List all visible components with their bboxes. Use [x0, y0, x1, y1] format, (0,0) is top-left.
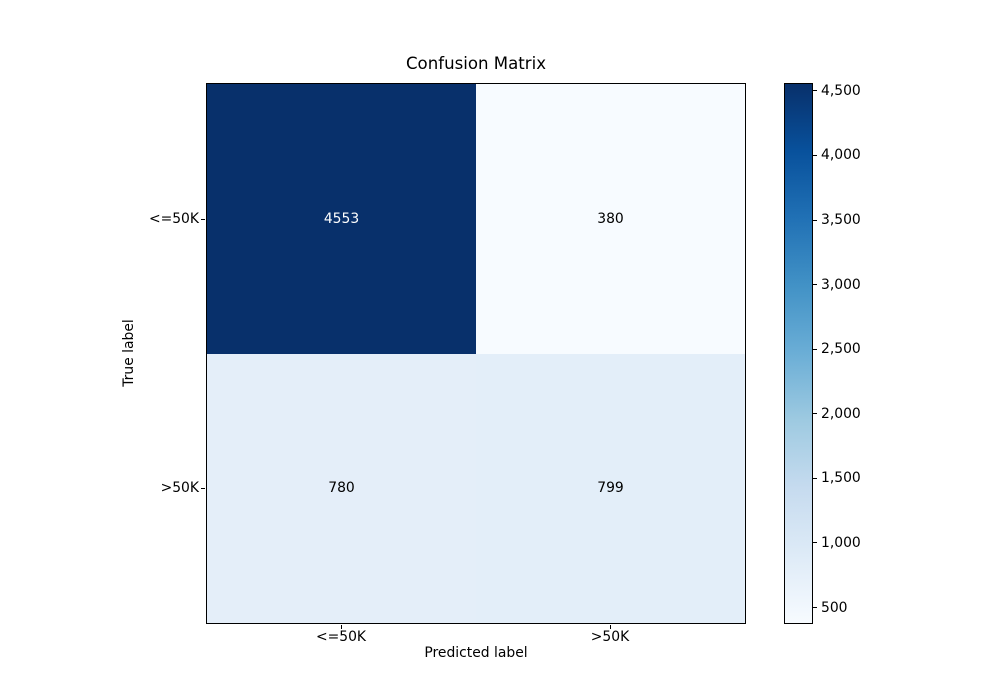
x-tick-mark	[610, 625, 611, 629]
colorbar-tick-mark	[813, 477, 817, 479]
colorbar-tick-mark	[813, 219, 817, 221]
colorbar-tick: 2,500	[813, 341, 861, 357]
colorbar-tick-label: 3,000	[821, 276, 861, 293]
colorbar-tick-label: 1,500	[821, 470, 861, 487]
cell-value: 780	[328, 480, 355, 497]
cell-value: 380	[597, 210, 624, 227]
colorbar-tick: 500	[813, 600, 848, 616]
colorbar-tick-mark	[813, 348, 817, 350]
heatmap-cell-true1-pred0: 780	[207, 353, 476, 623]
colorbar-tick-mark	[813, 413, 817, 415]
colorbar-tick-label: 4,000	[821, 147, 861, 164]
heatmap-cell-true0-pred0: 4553	[207, 84, 476, 354]
colorbar-gradient	[785, 84, 812, 623]
colorbar-tick-label: 500	[821, 599, 848, 616]
colorbar-tick: 3,500	[813, 212, 861, 228]
x-axis-label: Predicted label	[424, 645, 528, 661]
y-tick-mark	[201, 219, 205, 220]
colorbar-tick: 4,500	[813, 83, 861, 99]
x-tick-label: <=50K	[315, 629, 367, 645]
colorbar-tick: 2,000	[813, 406, 861, 422]
y-tick-label: <=50K	[148, 211, 199, 227]
colorbar-tick-label: 4,500	[821, 82, 861, 99]
heatmap-plot: 4553 380 780 799	[206, 83, 746, 624]
chart-title: Confusion Matrix	[405, 54, 547, 73]
colorbar-tick-mark	[813, 607, 817, 608]
colorbar-tick-label: 2,000	[821, 405, 861, 422]
colorbar-tick-label: 3,500	[821, 212, 861, 228]
colorbar-tick: 3,000	[813, 277, 861, 293]
colorbar: 500 1,000 1,500 2,000 2,500 3,000 3,500 4,000 4,…	[784, 83, 861, 624]
colorbar-tick-mark	[813, 90, 817, 92]
cell-value: 799	[597, 480, 624, 497]
colorbar-tick-mark	[813, 154, 817, 156]
cell-value: 4553	[323, 210, 360, 227]
y-tick-label: >50K	[160, 480, 199, 496]
y-axis-label: True label	[121, 319, 137, 387]
colorbar-tick: 1,500	[813, 470, 861, 486]
colorbar-tick: 1,000	[813, 535, 861, 551]
x-tick-label: >50K	[590, 629, 630, 645]
x-tick-mark	[341, 625, 342, 629]
colorbar-tick-mark	[813, 284, 817, 286]
y-tick-mark	[201, 488, 205, 489]
colorbar-tick-layer: 500 1,000 1,500 2,000 2,500 3,000 3,500 4,000 4,…	[785, 83, 861, 623]
heatmap-cell-true0-pred1: 380	[476, 84, 745, 354]
colorbar-tick-label: 2,500	[821, 341, 861, 358]
colorbar-tick-label: 1,000	[821, 534, 861, 551]
colorbar-tick-mark	[813, 542, 817, 544]
colorbar-tick: 4,000	[813, 147, 861, 163]
heatmap-cell-true1-pred1: 799	[476, 353, 745, 623]
